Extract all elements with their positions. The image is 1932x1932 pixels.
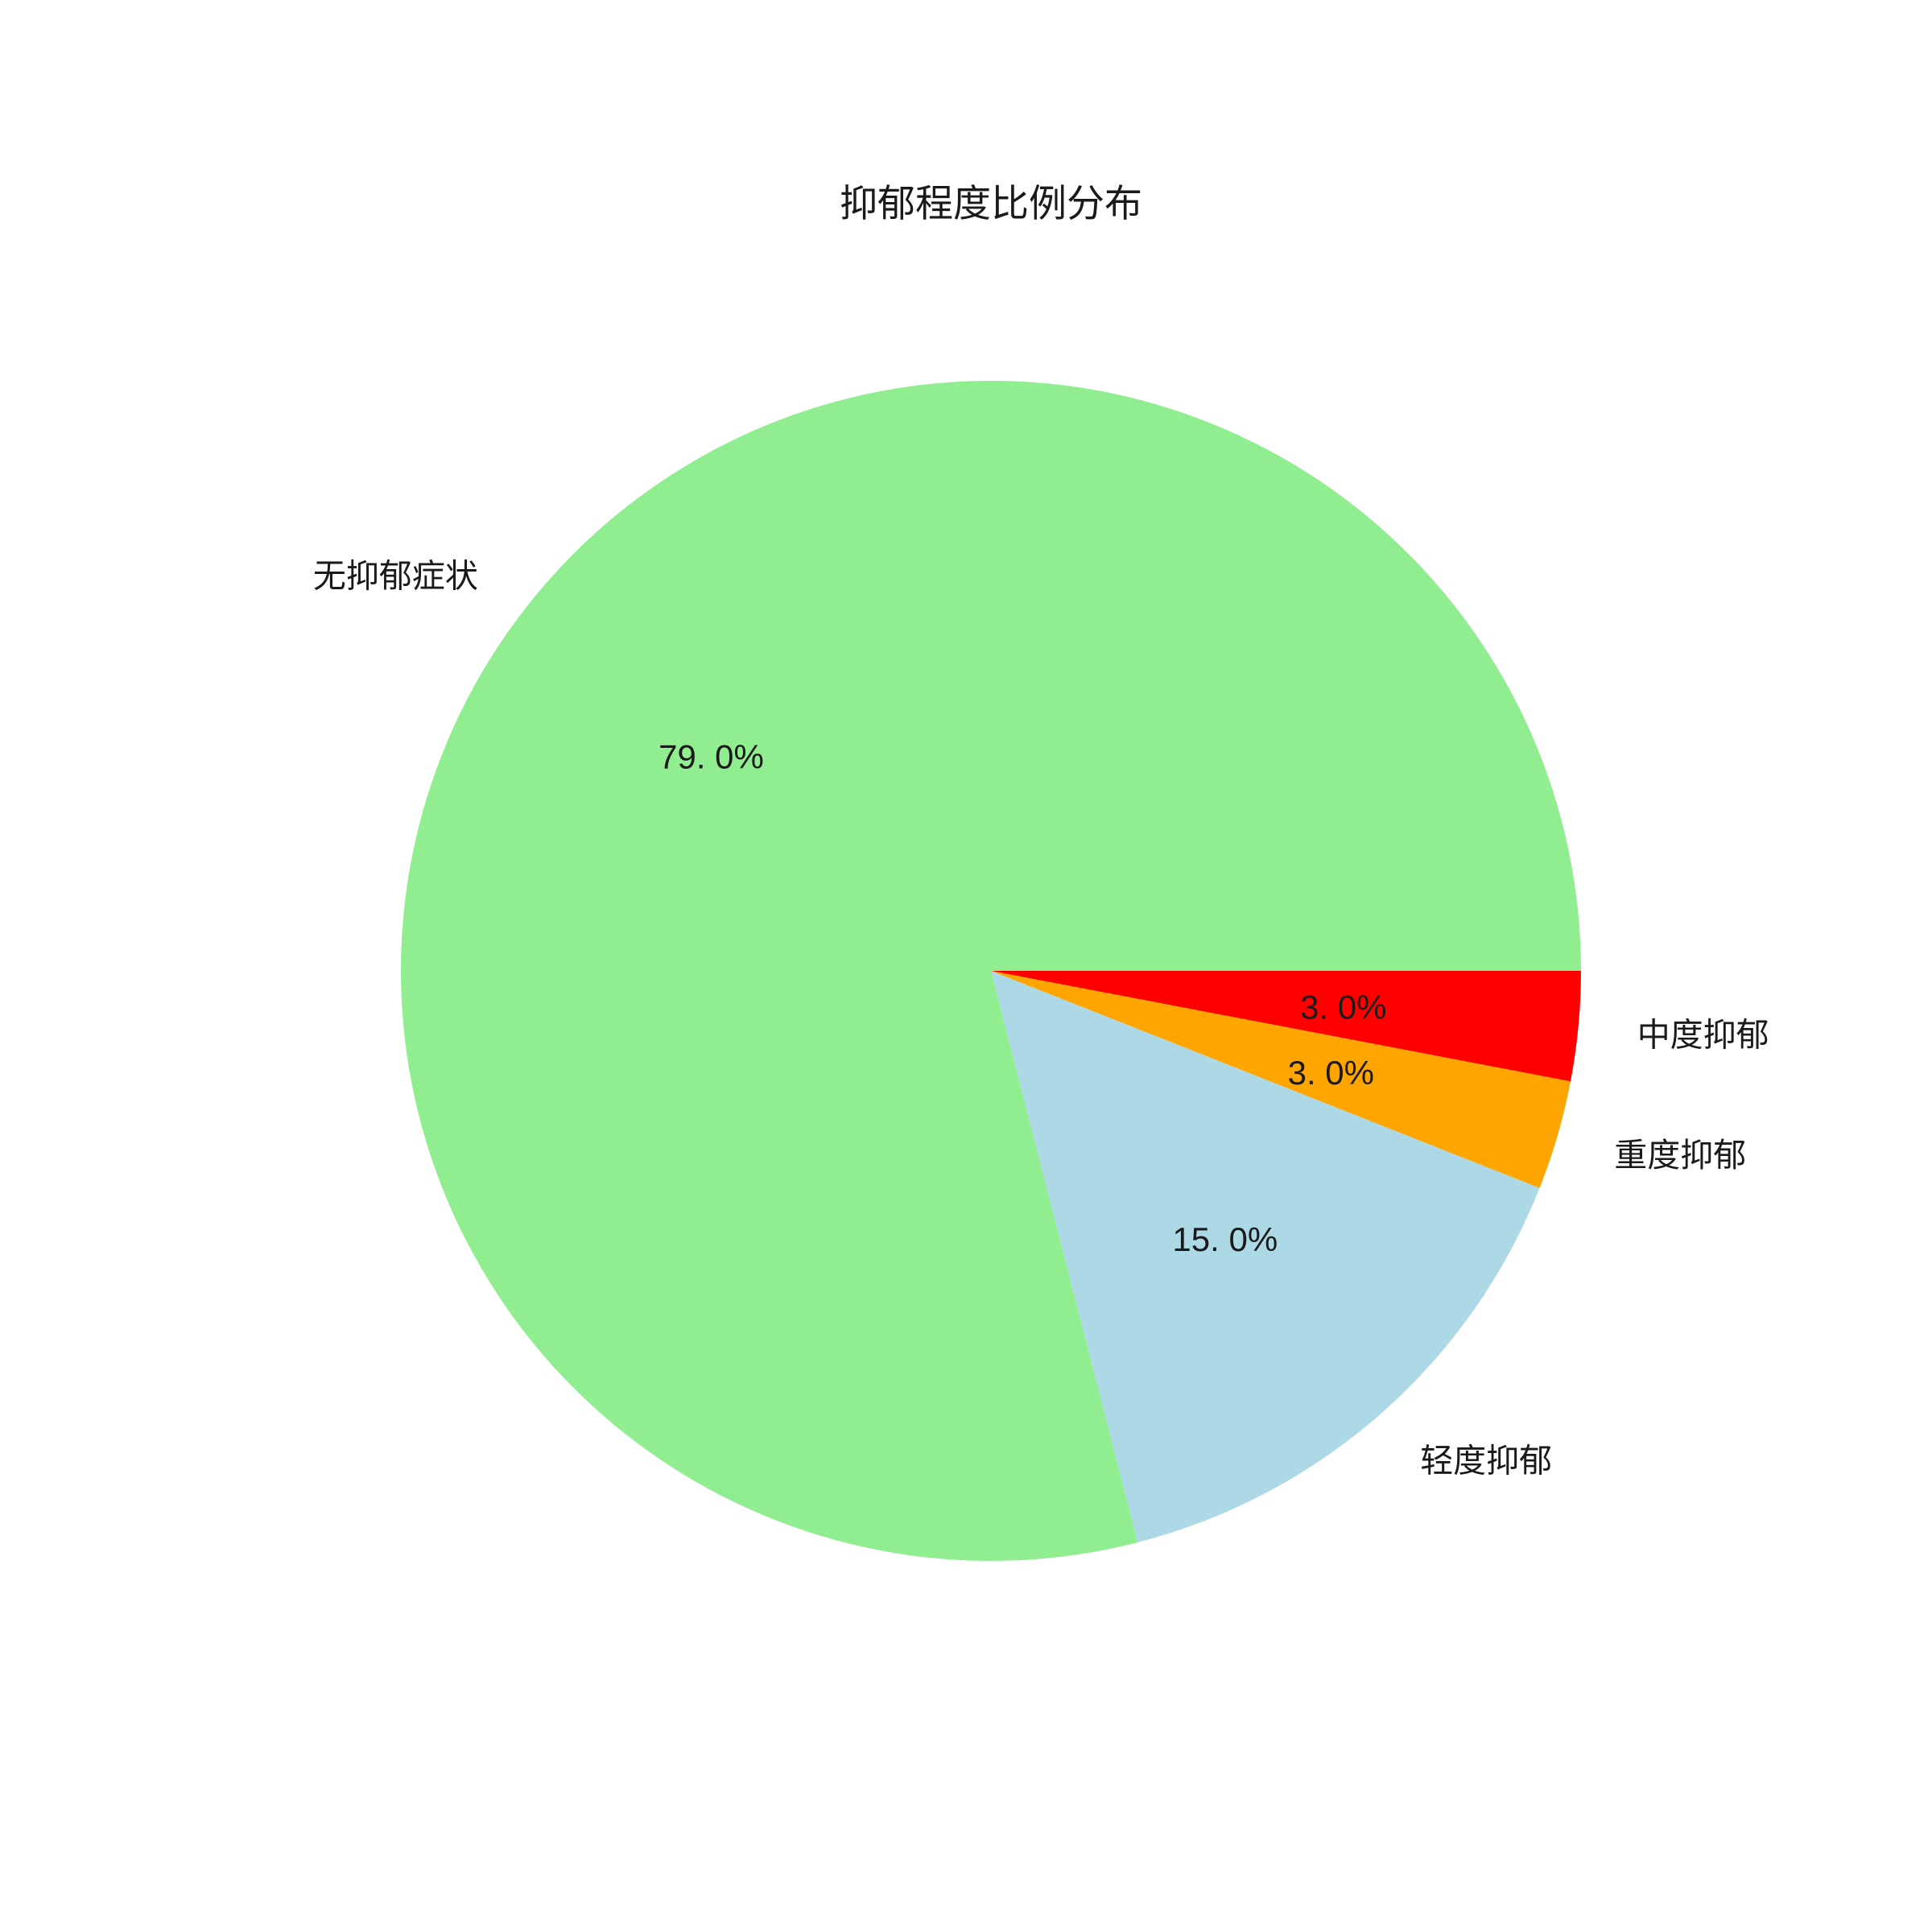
svg-text:中度抑郁: 中度抑郁 [1637,1017,1769,1054]
svg-text:轻度抑郁: 轻度抑郁 [1420,1443,1552,1480]
svg-text:重度抑郁: 重度抑郁 [1614,1137,1746,1174]
svg-text:3. 0%: 3. 0% [1300,988,1386,1026]
svg-text:3. 0%: 3. 0% [1288,1054,1374,1092]
svg-text:79. 0%: 79. 0% [658,737,764,775]
svg-text:无抑郁症状: 无抑郁症状 [313,558,478,595]
svg-text:15. 0%: 15. 0% [1172,1220,1278,1258]
